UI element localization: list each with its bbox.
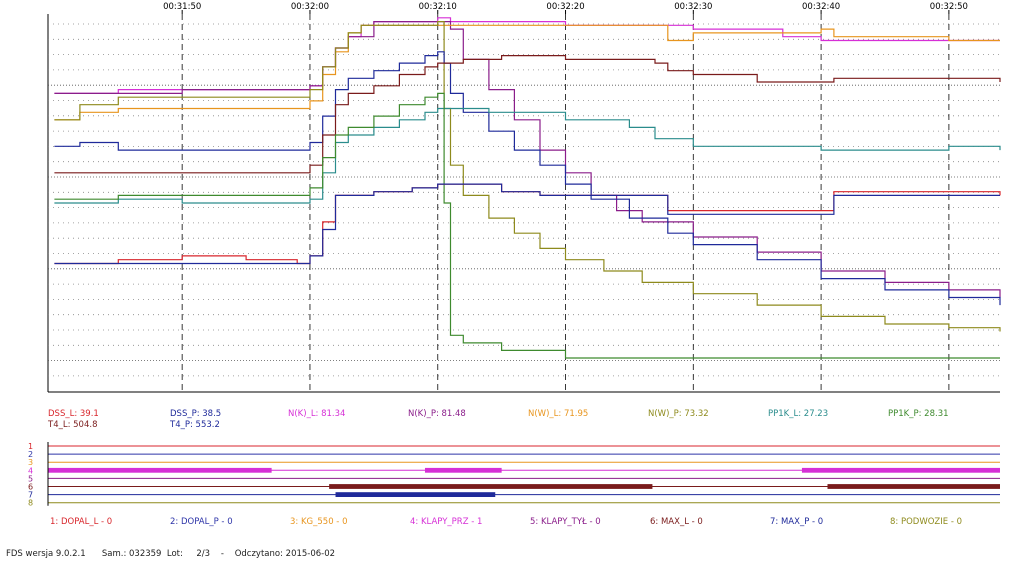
readout-value: PP1K_L: 27.23 xyxy=(768,409,828,419)
readout-value: PP1K_P: 28.31 xyxy=(888,409,949,419)
time-tick-label: 00:32:40 xyxy=(802,2,840,12)
discrete-label: 5: KLAPY_TYŁ - 0 xyxy=(530,517,601,527)
readout-value: DSS_L: 39.1 xyxy=(48,409,99,419)
value-readouts: DSS_L: 39.1T4_L: 504.8 DSS_P: 38.5T4_P: 5… xyxy=(47,409,949,430)
channel-active-bar xyxy=(827,484,1000,489)
discrete-label: 7: MAX_P - 0 xyxy=(770,517,823,527)
discrete-label: 4: KLAPY_PRZ - 1 xyxy=(410,517,482,527)
discrete-legend: 1: DOPAL_L - 0 2: DOPAL_P - 0 3: KG_550 - … xyxy=(50,517,962,527)
time-tick-label: 00:32:50 xyxy=(930,2,968,12)
channel-active-bar xyxy=(424,467,502,473)
readout-value: N(K)_P: 81.48 xyxy=(408,409,466,419)
channel-number: 2 xyxy=(28,450,33,459)
discrete-label: 3: KG_550 - 0 xyxy=(290,517,348,527)
readout-value: T4_L: 504.8 xyxy=(47,420,98,430)
channel-number: 6 xyxy=(28,483,33,492)
channel-number: 3 xyxy=(28,458,33,467)
series-line-pp1k-p xyxy=(54,92,1000,359)
discrete-label: 2: DOPAL_P - 0 xyxy=(170,517,233,527)
series-line-n-w-p xyxy=(54,21,1001,332)
discrete-label: 1: DOPAL_L - 0 xyxy=(50,517,112,527)
series-line-pp1k-l xyxy=(54,107,1001,204)
series-line-dss-l xyxy=(54,183,1001,265)
time-tick-label: 00:32:10 xyxy=(419,2,457,12)
analog-series xyxy=(54,17,1001,359)
readout-value: DSS_P: 38.5 xyxy=(170,409,221,419)
readout-value: N(K)_L: 81.34 xyxy=(288,409,345,419)
readout-value: T4_P: 553.2 xyxy=(169,420,220,430)
series-line-dss-p xyxy=(54,183,1000,265)
time-tick-label: 00:31:50 xyxy=(163,2,201,12)
discrete-label: 8: PODWOZIE - 0 xyxy=(890,517,962,527)
channel-active-bar xyxy=(48,467,272,473)
channel-active-bar xyxy=(329,484,653,489)
channel-active-bar xyxy=(335,492,496,497)
channel-number: 4 xyxy=(28,466,33,475)
discrete-label: 6: MAX_L - 0 xyxy=(650,517,703,527)
channel-active-bar xyxy=(801,467,1000,473)
channel-number: 1 xyxy=(28,442,33,451)
status-bar: FDS wersja 9.0.2.1 Sam.: 032359 Lot: 2/3… xyxy=(6,549,335,559)
readout-value: N(W)_L: 71.95 xyxy=(528,409,588,419)
time-axis: 00:31:50 00:32:00 00:32:10 00:32:20 00:32:30… xyxy=(163,2,968,14)
time-tick-label: 00:32:20 xyxy=(546,2,584,12)
channel-number: 8 xyxy=(28,499,33,508)
channel-number: 7 xyxy=(28,491,33,500)
channel-number: 5 xyxy=(28,474,33,483)
time-tick-label: 00:32:30 xyxy=(674,2,712,12)
time-tick-label: 00:32:00 xyxy=(291,2,329,12)
series-line-t4-l xyxy=(54,55,1001,174)
readout-value: N(W)_P: 73.32 xyxy=(648,409,709,419)
